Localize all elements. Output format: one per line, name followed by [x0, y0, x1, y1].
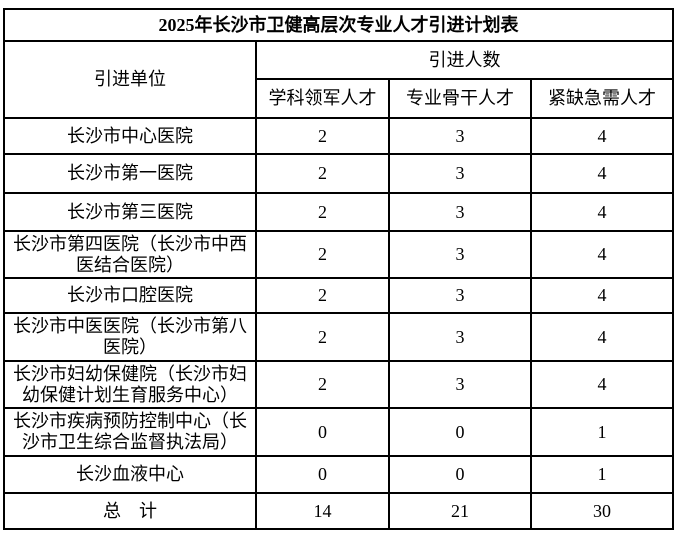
- value-cell: 1: [530, 455, 674, 494]
- value-cell: 4: [530, 230, 674, 279]
- table-row-total: 总 计 14 21 30: [3, 492, 674, 530]
- unit-cell: 长沙市口腔医院: [3, 277, 257, 314]
- value-cell: 2: [255, 192, 390, 232]
- table-row: 长沙血液中心 0 0 1: [3, 455, 674, 494]
- header-category-urgent: 紧缺急需人才: [530, 78, 674, 119]
- header-category-backbone: 专业骨干人才: [388, 78, 532, 119]
- value-cell: 2: [255, 153, 390, 194]
- table-title: 2025年长沙市卫健高层次专业人才引进计划表: [3, 8, 674, 42]
- header-row-top: 引进单位 引进人数: [3, 40, 674, 119]
- unit-cell: 长沙血液中心: [3, 455, 257, 494]
- value-cell: 2: [255, 360, 390, 409]
- unit-cell: 长沙市中医医院（长沙市第八 医院）: [3, 312, 257, 362]
- value-cell: 0: [388, 407, 532, 457]
- value-cell: 4: [530, 117, 674, 155]
- value-cell: 0: [255, 407, 390, 457]
- value-cell: 3: [388, 312, 532, 362]
- value-cell: 3: [388, 192, 532, 232]
- unit-cell: 长沙市第三医院: [3, 192, 257, 232]
- talent-intro-plan-table: 2025年长沙市卫健高层次专业人才引进计划表 引进单位 引进人数 学科领军人才 …: [3, 8, 674, 530]
- total-value-cell: 14: [255, 492, 390, 530]
- table-row: 长沙市第四医院（长沙市中西 医结合医院） 2 3 4: [3, 230, 674, 279]
- unit-cell: 长沙市第四医院（长沙市中西 医结合医院）: [3, 230, 257, 279]
- value-cell: 2: [255, 230, 390, 279]
- value-cell: 4: [530, 312, 674, 362]
- value-cell: 4: [530, 360, 674, 409]
- title-row: 2025年长沙市卫健高层次专业人才引进计划表: [3, 8, 674, 42]
- header-count-group: 引进人数: [255, 40, 674, 80]
- value-cell: 4: [530, 277, 674, 314]
- value-cell: 0: [255, 455, 390, 494]
- header-row-categories: 学科领军人才 专业骨干人才 紧缺急需人才: [4, 78, 674, 119]
- value-cell: 2: [255, 117, 390, 155]
- total-value-cell: 30: [530, 492, 674, 530]
- value-cell: 3: [388, 153, 532, 194]
- unit-cell: 长沙市中心医院: [3, 117, 257, 155]
- table-row: 长沙市中心医院 2 3 4: [3, 117, 674, 155]
- unit-cell: 长沙市第一医院: [3, 153, 257, 194]
- table-row: 长沙市第一医院 2 3 4: [3, 153, 674, 194]
- value-cell: 3: [388, 230, 532, 279]
- value-cell: 4: [530, 192, 674, 232]
- value-cell: 2: [255, 312, 390, 362]
- table-row: 长沙市中医医院（长沙市第八 医院） 2 3 4: [3, 312, 674, 362]
- value-cell: 4: [530, 153, 674, 194]
- value-cell: 1: [530, 407, 674, 457]
- header-category-leader: 学科领军人才: [255, 78, 390, 119]
- table-row: 长沙市第三医院 2 3 4: [3, 192, 674, 232]
- total-label-cell: 总 计: [3, 492, 257, 530]
- table-row: 长沙市妇幼保健院（长沙市妇 幼保健计划生育服务中心） 2 3 4: [3, 360, 674, 409]
- value-cell: 3: [388, 117, 532, 155]
- table-row: 长沙市口腔医院 2 3 4: [3, 277, 674, 314]
- unit-cell: 长沙市妇幼保健院（长沙市妇 幼保健计划生育服务中心）: [3, 360, 257, 409]
- table-row: 长沙市疾病预防控制中心（长 沙市卫生综合监督执法局） 0 0 1: [3, 407, 674, 457]
- total-value-cell: 21: [388, 492, 532, 530]
- header-unit-column: 引进单位: [3, 40, 257, 119]
- value-cell: 0: [388, 455, 532, 494]
- value-cell: 3: [388, 360, 532, 409]
- value-cell: 3: [388, 277, 532, 314]
- value-cell: 2: [255, 277, 390, 314]
- unit-cell: 长沙市疾病预防控制中心（长 沙市卫生综合监督执法局）: [3, 407, 257, 457]
